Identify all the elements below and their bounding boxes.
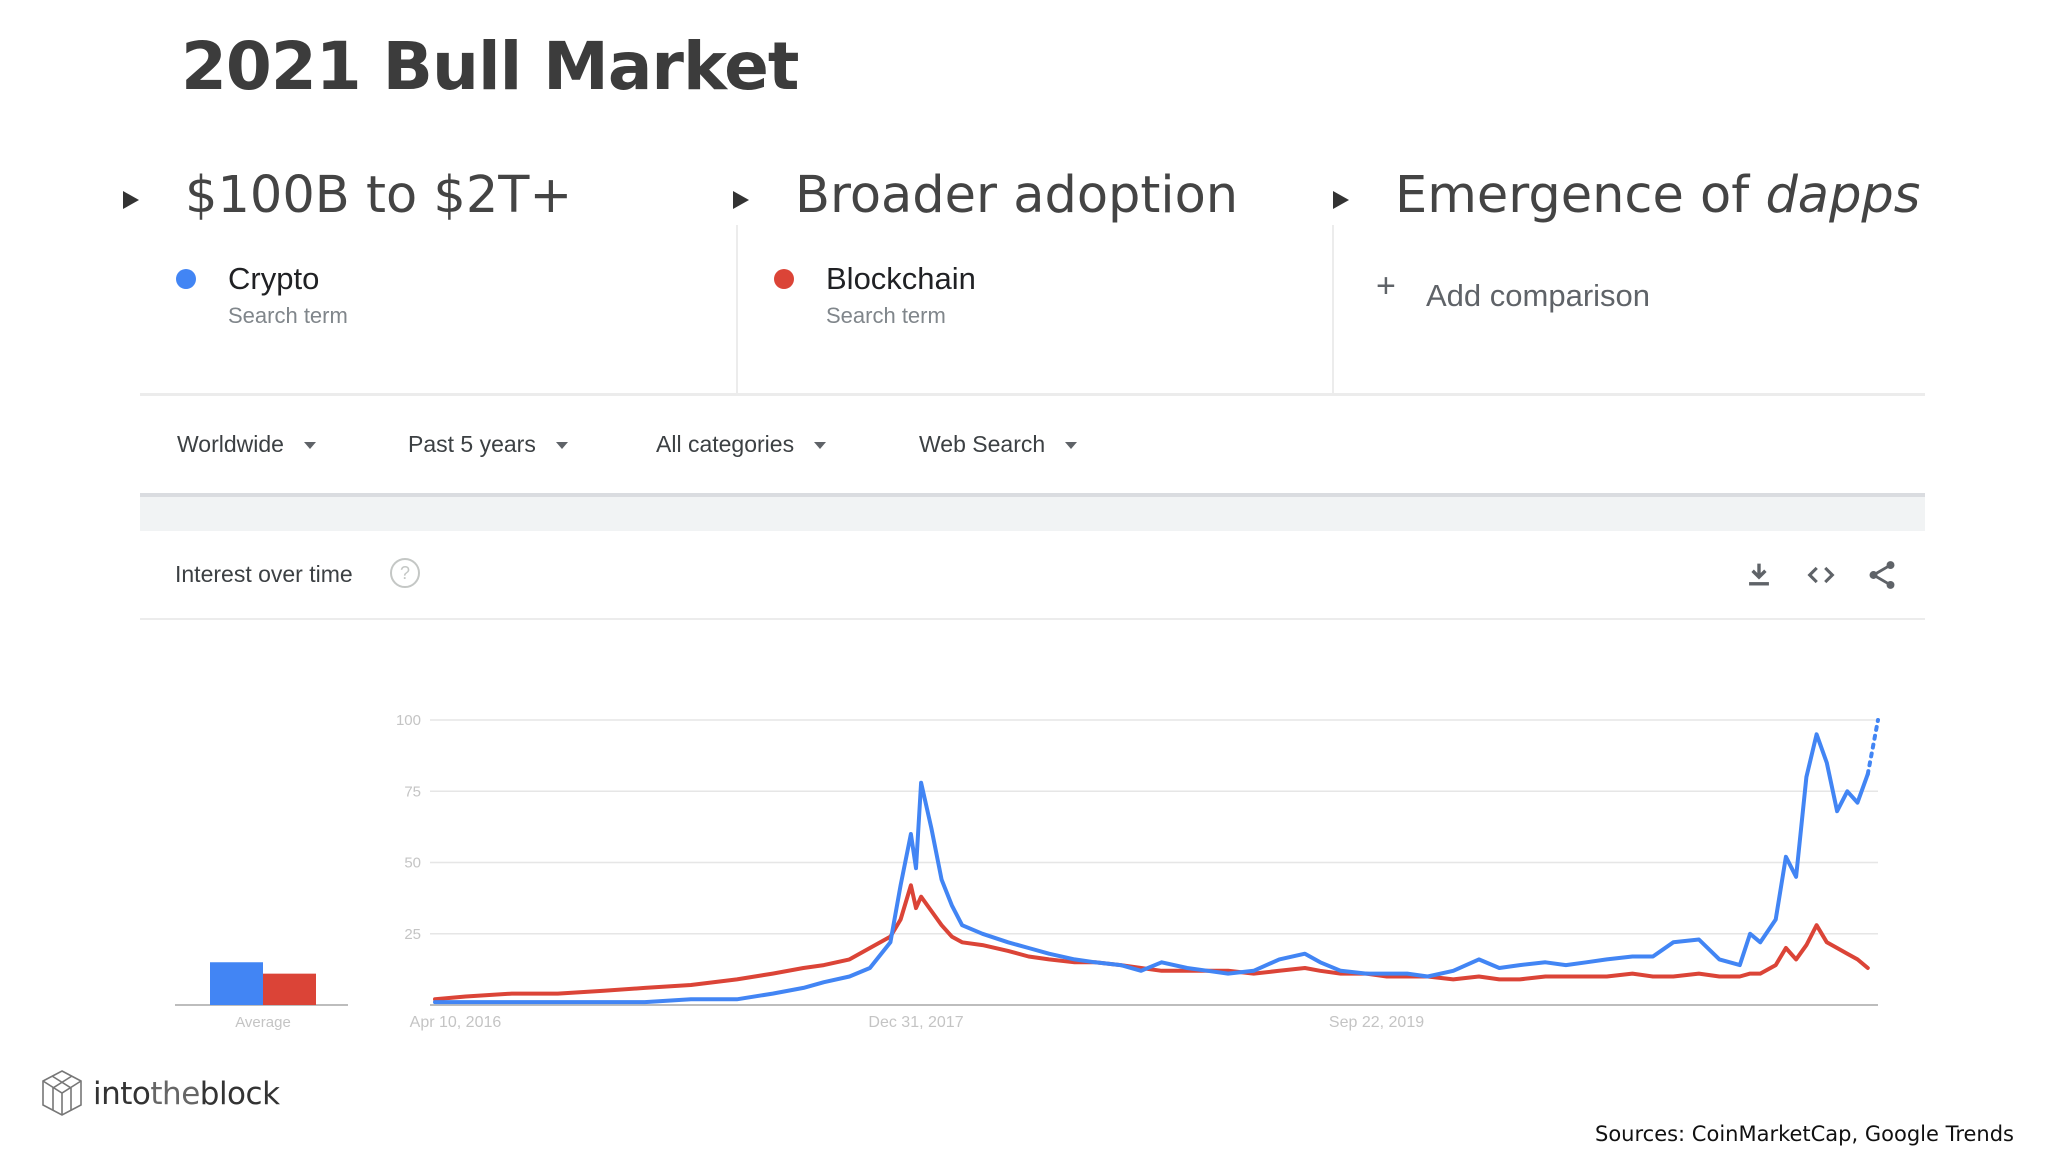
crypto-color-dot — [176, 269, 196, 289]
sources-caption: Sources: CoinMarketCap, Google Trends — [1594, 1122, 2014, 1146]
bullet-text-emphasis: dapps — [1765, 166, 1921, 225]
share-icon[interactable] — [1865, 558, 1899, 592]
term-name: Crypto — [228, 261, 320, 296]
term-subtitle: Search term — [228, 303, 348, 328]
bullet-triangle-icon — [1333, 191, 1349, 209]
bullet-text: $100B to $2T+ — [185, 166, 573, 225]
average-bar-blockchain — [263, 973, 316, 1005]
filter-search-type[interactable]: Web Search — [919, 431, 1078, 458]
bullet-dapps: Emergence of dapps — [1333, 166, 1921, 225]
bullet-triangle-icon — [733, 191, 749, 209]
filter-time-range[interactable]: Past 5 years — [408, 431, 568, 458]
add-comparison-label: Add comparison — [1426, 278, 1651, 313]
logo-text-prefix: into — [93, 1076, 151, 1112]
series-line-blockchain — [433, 883, 1870, 1002]
divider — [140, 393, 1925, 396]
cube-logo-icon — [42, 1070, 82, 1116]
series-line-crypto — [433, 732, 1870, 1005]
average-label: Average — [235, 1014, 291, 1031]
term-name: Blockchain — [826, 261, 976, 296]
slide-title: 2021 Bull Market — [181, 28, 799, 105]
series-partial-crypto — [1865, 718, 1880, 777]
card-title: Interest over time — [175, 561, 353, 587]
filter-label: All categories — [656, 431, 795, 457]
section-spacer — [140, 497, 1925, 531]
plus-icon: + — [1376, 267, 1396, 305]
download-icon[interactable] — [1742, 558, 1776, 592]
average-bar-crypto — [210, 962, 263, 1005]
filter-region[interactable]: Worldwide — [177, 431, 316, 458]
divider — [140, 618, 1925, 620]
y-tick-label: 25 — [404, 926, 421, 943]
help-circle-icon[interactable]: ? — [390, 558, 420, 588]
divider — [140, 493, 1925, 497]
bullet-market-cap: $100B to $2T+ — [123, 166, 573, 225]
y-tick-label: 50 — [404, 855, 421, 872]
logo-text-suffix: block — [199, 1076, 280, 1112]
filter-label: Past 5 years — [408, 431, 536, 457]
caret-down-icon — [555, 442, 568, 450]
bullet-text-prefix: Emergence of — [1395, 166, 1766, 225]
embed-icon[interactable] — [1804, 558, 1838, 592]
bullet-text: Broader adoption — [795, 166, 1239, 225]
y-tick-label: 100 — [396, 712, 421, 729]
filter-category[interactable]: All categories — [656, 431, 827, 458]
logo-text-middle: the — [150, 1076, 200, 1112]
blockchain-color-dot — [774, 269, 794, 289]
filter-bar: Worldwide Past 5 years All categories We… — [140, 396, 1925, 496]
interest-over-time-chart: 100 75 50 25 Apr 10, 2016 Dec 31, 2017 Sep 22,… — [175, 712, 1880, 1031]
x-tick-label: Dec 31, 2017 — [868, 1014, 963, 1031]
brand-logo-text: intotheblock — [93, 1076, 280, 1112]
x-tick-label: Apr 10, 2016 — [410, 1014, 502, 1031]
filter-label: Web Search — [919, 431, 1046, 457]
x-tick-label: Sep 22, 2019 — [1329, 1014, 1424, 1031]
search-term-blockchain[interactable]: Blockchain Search term — [736, 225, 1333, 393]
google-trends-screenshot: Crypto Search term Blockchain Search ter… — [140, 225, 1925, 1145]
term-subtitle: Search term — [826, 303, 946, 328]
add-comparison-button[interactable]: + Add comparison — [1332, 225, 1927, 393]
y-tick-label: 75 — [404, 783, 421, 800]
bullet-adoption: Broader adoption — [733, 166, 1239, 225]
caret-down-icon — [303, 442, 316, 450]
caret-down-icon — [814, 442, 827, 450]
caret-down-icon — [1065, 442, 1078, 450]
search-term-crypto[interactable]: Crypto Search term — [140, 225, 735, 393]
filter-label: Worldwide — [177, 431, 284, 457]
bullet-triangle-icon — [123, 191, 139, 209]
